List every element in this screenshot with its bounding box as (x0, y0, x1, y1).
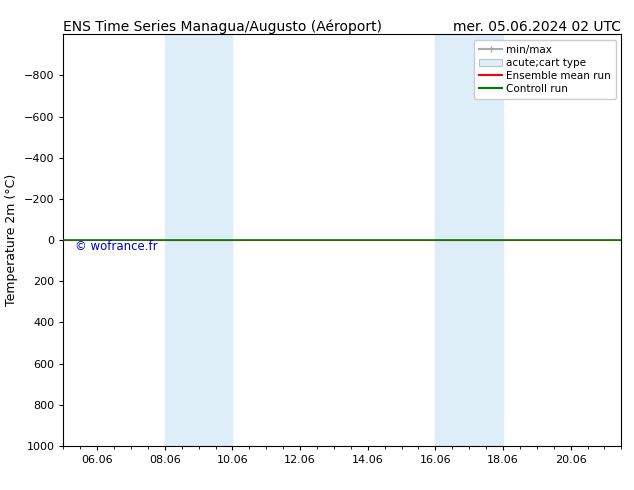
Y-axis label: Temperature 2m (°C): Temperature 2m (°C) (5, 174, 18, 306)
Text: ENS Time Series Managua/Augusto (Aéroport): ENS Time Series Managua/Augusto (Aéropor… (63, 20, 382, 34)
Bar (165, 34, 233, 446)
Text: © wofrance.fr: © wofrance.fr (75, 240, 157, 253)
Text: mer. 05.06.2024 02 UTC: mer. 05.06.2024 02 UTC (453, 20, 621, 34)
Legend: min/max, acute;cart type, Ensemble mean run, Controll run: min/max, acute;cart type, Ensemble mean … (474, 40, 616, 99)
Bar (436, 34, 503, 446)
